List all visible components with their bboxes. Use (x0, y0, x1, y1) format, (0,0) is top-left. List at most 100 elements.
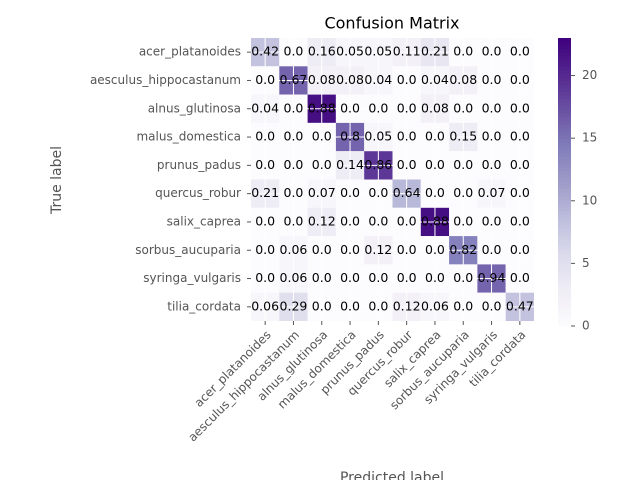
cell-label: 0.0 (255, 242, 275, 257)
cell-label: 0.8 (340, 129, 360, 144)
cell-label: 0.0 (397, 72, 417, 87)
cell-label: 0.0 (255, 157, 275, 172)
colorbar-segment (558, 297, 571, 302)
colorbar-segment (558, 185, 571, 190)
cell-label: 0.0 (510, 270, 530, 285)
cell-label: 0.08 (421, 100, 449, 115)
cell-label: 0.06 (280, 270, 308, 285)
cell-label: 0.0 (510, 185, 530, 200)
colorbar-segment (558, 196, 571, 201)
colorbar-segment (558, 102, 571, 107)
colorbar-tick-label: 20 (582, 68, 597, 82)
cell-label: 0.0 (255, 129, 275, 144)
colorbar-tick-label: 10 (582, 193, 597, 207)
colorbar-segment (558, 156, 571, 161)
colorbar-segment (558, 221, 571, 226)
cell-label: 0.0 (284, 185, 304, 200)
colorbar-tick-label: 0 (582, 319, 590, 333)
colorbar-segment (558, 45, 571, 50)
colorbar-segment (558, 135, 571, 140)
cell-label: 0.0 (482, 129, 502, 144)
chart-title: Confusion Matrix (324, 14, 459, 33)
colorbar-segment (558, 84, 571, 89)
cell-label: 0.0 (340, 298, 360, 313)
cell-label: 0.42 (251, 44, 279, 59)
colorbar-segment (558, 113, 571, 118)
colorbar-segment (558, 81, 571, 86)
colorbar-segment (558, 41, 571, 46)
colorbar-segment (558, 261, 571, 266)
colorbar-segment (558, 315, 571, 320)
cell-label: 0.86 (364, 157, 392, 172)
colorbar-segment (558, 77, 571, 82)
colorbar-segment (558, 138, 571, 143)
colorbar-segment (558, 182, 571, 187)
cell-label: 0.0 (453, 213, 473, 228)
colorbar-segment (558, 131, 571, 136)
colorbar-segment (558, 95, 571, 100)
colorbar-segment (558, 210, 571, 215)
cell-label: 0.0 (340, 270, 360, 285)
colorbar-segment (558, 304, 571, 309)
colorbar-segment (558, 110, 571, 115)
y-tick-label: syringa_vulgaris (143, 271, 241, 285)
colorbar-segment (558, 52, 571, 57)
cell-label: 0.0 (453, 270, 473, 285)
colorbar-segment (558, 48, 571, 53)
y-axis-label: True label (49, 146, 65, 215)
cell-label: 0.12 (364, 242, 392, 257)
colorbar-segment (558, 300, 571, 305)
cell-label: 0.88 (308, 100, 336, 115)
colorbar-segment (558, 189, 571, 194)
colorbar-segment (558, 243, 571, 248)
cell-label: 0.0 (368, 298, 388, 313)
colorbar-segment (558, 128, 571, 133)
cell-label: 0.0 (482, 44, 502, 59)
cell-label: 0.0 (425, 270, 445, 285)
cell-label: 0.0 (425, 157, 445, 172)
colorbar-segment (558, 153, 571, 158)
cell-label: 0.0 (340, 242, 360, 257)
cell-label: 0.08 (449, 72, 477, 87)
cell-label: 0.82 (449, 242, 477, 257)
colorbar-segment (558, 120, 571, 125)
cell-label: 0.0 (482, 72, 502, 87)
colorbar-segment (558, 74, 571, 79)
colorbar-segment (558, 192, 571, 197)
colorbar-segment (558, 254, 571, 259)
colorbar-segment (558, 225, 571, 230)
cell-label: 0.67 (280, 72, 308, 87)
cell-label: 0.0 (482, 157, 502, 172)
colorbar-segment (558, 174, 571, 179)
colorbar-segment (558, 232, 571, 237)
colorbar-segment (558, 246, 571, 251)
colorbar-segment (558, 88, 571, 93)
colorbar-segment (558, 264, 571, 269)
cell-label: 0.0 (340, 213, 360, 228)
cell-label: 0.05 (364, 44, 392, 59)
cell-label: 0.08 (336, 72, 364, 87)
cell-label: 0.07 (308, 185, 336, 200)
cell-label: 0.07 (478, 185, 506, 200)
colorbar-segment (558, 239, 571, 244)
colorbar-segment (558, 293, 571, 298)
cell-label: 0.0 (482, 298, 502, 313)
colorbar-segment (558, 214, 571, 219)
colorbar-tick-label: 5 (582, 256, 590, 270)
cell-label: 0.0 (368, 100, 388, 115)
cell-label: 0.88 (421, 213, 449, 228)
colorbar-segment (558, 286, 571, 291)
cell-label: 0.0 (284, 213, 304, 228)
x-axis-label: Predicted label (340, 470, 444, 480)
colorbar-segment (558, 268, 571, 273)
cell-label: 0.0 (425, 185, 445, 200)
cell-label: 0.0 (312, 157, 332, 172)
cell-label: 0.0 (510, 129, 530, 144)
colorbar-tick-label: 15 (582, 131, 597, 145)
cell-label: 0.0 (397, 157, 417, 172)
colorbar-segment (558, 250, 571, 255)
colorbar-segment (558, 164, 571, 169)
cell-label: 0.0 (453, 298, 473, 313)
colorbar-segment (558, 290, 571, 295)
colorbar-segment (558, 282, 571, 287)
